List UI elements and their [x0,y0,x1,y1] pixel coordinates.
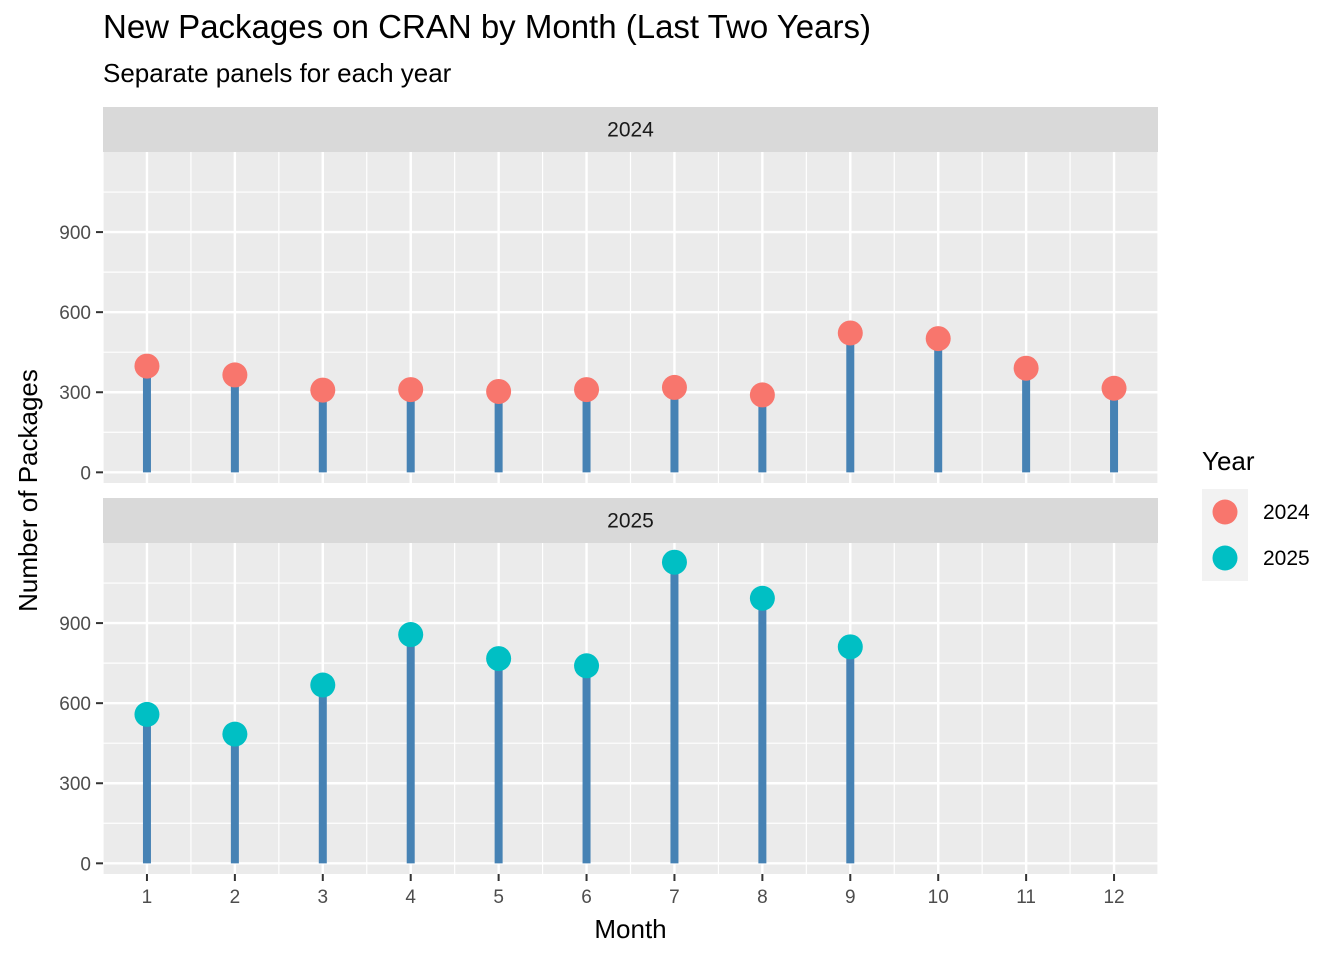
point-2024-10 [925,326,951,352]
y-tick-label: 0 [80,854,91,875]
x-tick-label: 6 [581,887,592,908]
legend-label-2025: 2025 [1263,547,1310,570]
point-2024-5 [486,378,512,404]
y-axis-title: Number of Packages [13,369,43,612]
x-axis-title: Month [594,914,666,944]
x-tick-label: 7 [669,887,680,908]
point-2025-4 [398,622,424,648]
legend-label-2024: 2024 [1263,501,1310,524]
y-tick-label: 300 [59,383,91,404]
point-2024-6 [574,377,600,403]
point-2024-8 [749,382,775,408]
point-2025-2 [222,721,248,747]
x-tick-label: 9 [845,887,856,908]
facet-strip [103,107,1158,152]
chart-subtitle: Separate panels for each year [103,58,452,88]
point-2024-2 [222,362,248,388]
point-2025-5 [486,646,512,672]
x-tick-label: 5 [493,887,504,908]
point-2024-3 [310,377,336,403]
y-tick-label: 600 [59,303,91,324]
facet-strip-label: 2024 [607,119,654,142]
x-tick-label: 8 [757,887,768,908]
point-2025-6 [574,653,600,679]
y-tick-label: 0 [80,463,91,484]
legend-title: Year [1202,446,1255,476]
point-2025-7 [661,549,687,575]
point-2024-9 [837,320,863,346]
x-tick-label: 12 [1103,887,1124,908]
point-2024-12 [1101,375,1127,401]
x-tick-label: 11 [1016,887,1036,908]
facet-strip-label: 2025 [607,510,654,533]
facet-strip [103,498,1158,543]
legend-swatch-2025 [1212,545,1238,571]
point-2024-7 [661,374,687,400]
point-2025-3 [310,672,336,698]
x-tick-label: 3 [318,887,329,908]
y-tick-label: 300 [59,774,91,795]
legend-swatch-2024 [1212,499,1238,525]
point-2025-9 [837,634,863,660]
x-tick-label: 10 [928,887,949,908]
panel-2024: 2024 0 300 600 900 [59,107,1159,484]
point-2025-8 [749,585,775,611]
panel-2025: 2025 0 300 600 900 [59,498,1159,875]
point-2025-1 [134,701,160,727]
x-tick-label: 1 [142,887,153,908]
legend: Year 2024 2025 [1202,446,1310,581]
point-2024-4 [398,377,424,403]
y-tick-label: 900 [59,223,91,244]
point-2024-11 [1013,355,1039,381]
point-2024-1 [134,353,160,379]
y-tick-label: 600 [59,694,91,715]
chart-title: New Packages on CRAN by Month (Last Two … [103,8,871,45]
y-tick-label: 900 [59,614,91,635]
x-tick-label: 4 [405,887,416,908]
x-tick-label: 2 [230,887,241,908]
